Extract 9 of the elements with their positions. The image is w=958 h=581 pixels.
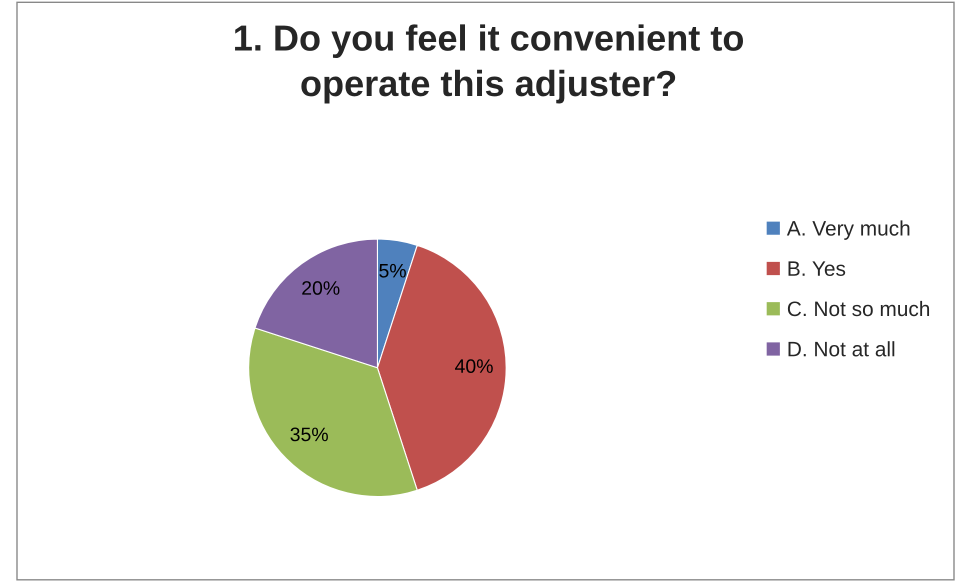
legend-label: C. Not so much [788, 300, 930, 316]
data-label: 5% [379, 264, 406, 278]
data-label: 20% [302, 281, 340, 295]
data-label: 35% [290, 428, 328, 442]
legend-label: D. Not at all [788, 341, 894, 356]
legend-label: B. Yes [788, 261, 846, 276]
chart-title: 1. Do you feel it convenient to operate this adjuster? [235, 24, 744, 104]
legend-label: A. Very much [786, 220, 910, 240]
data-label: 40% [455, 359, 493, 373]
